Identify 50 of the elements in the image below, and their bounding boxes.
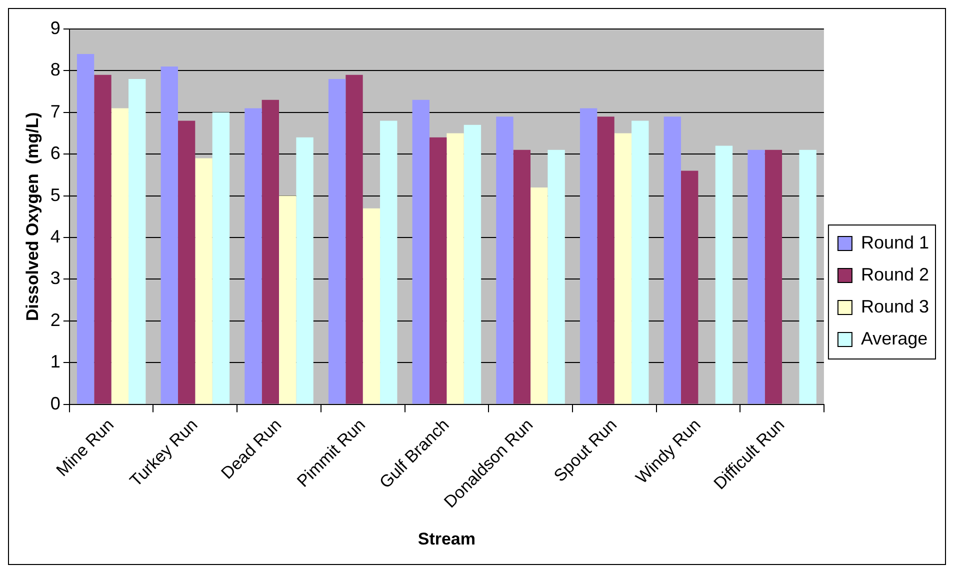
bar [614,133,632,404]
bar [346,74,363,404]
y-tick-label: 4 [50,226,60,246]
bar [632,120,649,404]
bar [178,120,196,404]
bar [530,187,548,404]
bar [429,137,447,404]
bar [128,79,146,404]
bar [362,208,380,404]
bar [580,108,598,404]
bar [279,196,296,404]
bar [681,170,698,404]
bar [799,150,816,404]
bar [76,54,94,404]
y-tick-label: 8 [50,60,60,80]
y-tick-label: 2 [50,310,60,330]
bar [446,133,464,404]
legend-label: Average [860,328,928,348]
bar [262,100,280,404]
bar [160,66,178,404]
bar [764,150,782,404]
y-tick-label: 0 [50,393,60,414]
bar [296,137,314,404]
bar [244,108,262,404]
bar [328,79,346,404]
y-tick-label: 5 [50,184,60,205]
y-tick-label: 7 [50,101,60,122]
bar [212,112,230,404]
y-tick-label: 9 [50,18,60,38]
bar [464,124,482,404]
y-tick-label: 6 [50,143,60,164]
bar [548,150,565,404]
bar [513,150,531,404]
y-axis-title: Dissolved Oxygen (mg/L) [22,112,42,322]
x-axis-title: Stream [418,529,476,548]
bar [94,74,112,404]
bar [496,116,514,404]
y-tick-label: 3 [50,268,60,288]
bar [195,158,212,404]
bar [664,116,682,404]
bar [748,150,765,404]
bar [111,108,129,404]
bar [412,100,430,404]
legend-label: Round 2 [860,264,930,284]
legend-label: Round 3 [860,296,930,316]
legend-label: Round 1 [860,232,930,252]
y-tick-label: 1 [50,352,60,372]
bar [597,116,614,404]
bar [715,146,733,404]
bar [380,120,398,404]
